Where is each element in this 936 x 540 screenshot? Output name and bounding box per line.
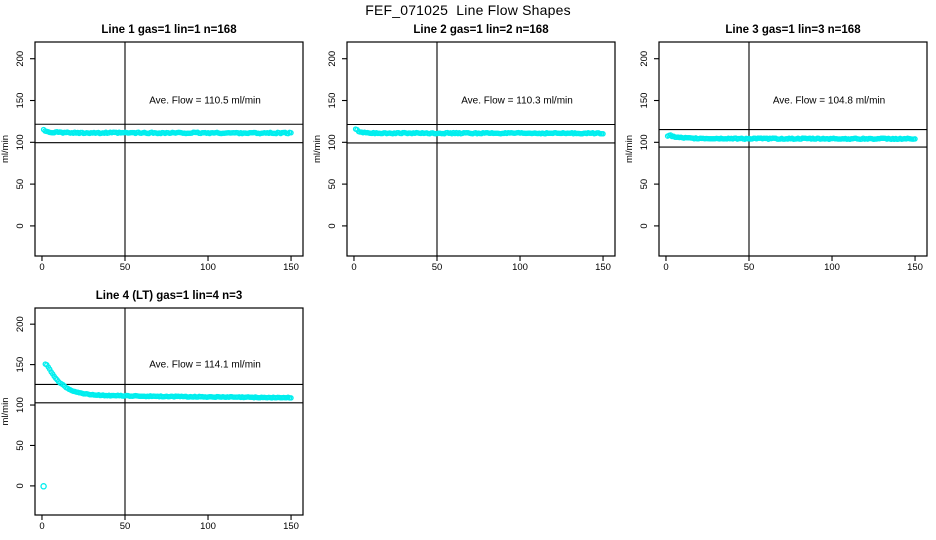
y-tick-label: 100 bbox=[15, 134, 26, 150]
main-title: FEF_071025 Line Flow Shapes bbox=[365, 2, 571, 18]
ave-flow-annotation: Ave. Flow = 114.1 ml/min bbox=[149, 360, 261, 371]
y-tick-label: 100 bbox=[639, 134, 650, 150]
y-tick-label: 150 bbox=[15, 357, 26, 373]
plot-border bbox=[658, 41, 928, 257]
x-tick-label: 150 bbox=[595, 262, 611, 273]
panel-4: Line 4 (LT) gas=1 lin=4 n=3 0 50 100 150 200 m… bbox=[0, 290, 304, 532]
x-tick-label: 0 bbox=[39, 521, 44, 532]
outlier-point bbox=[40, 483, 47, 490]
y-tick-label: 0 bbox=[639, 223, 650, 228]
plot-border bbox=[34, 307, 304, 516]
x-tick-label: 100 bbox=[200, 262, 216, 273]
x-tick-label: 0 bbox=[351, 262, 356, 273]
ave-flow-annotation: Ave. Flow = 110.5 ml/min bbox=[149, 96, 261, 107]
x-tick-label: 150 bbox=[283, 521, 299, 532]
x-tick-label: 100 bbox=[824, 262, 840, 273]
panel-1: Line 1 gas=1 lin=1 n=168 0 50 100 150 200 ml/m… bbox=[0, 24, 304, 273]
ave-flow-annotation: Ave. Flow = 104.8 ml/min bbox=[773, 96, 885, 107]
y-tick-label: 150 bbox=[639, 93, 650, 109]
x-tick-label: 0 bbox=[39, 262, 44, 273]
y-axis-label: ml/min bbox=[312, 135, 323, 163]
data-point bbox=[288, 130, 294, 136]
y-tick-label: 50 bbox=[327, 179, 338, 190]
x-tick-label: 50 bbox=[744, 262, 755, 273]
y-axis-label: ml/min bbox=[0, 398, 11, 426]
data-point bbox=[600, 131, 606, 137]
panel-3: Line 3 gas=1 lin=3 n=168 0 50 100 150 200 ml/m… bbox=[624, 24, 928, 273]
y-tick-label: 150 bbox=[15, 93, 26, 109]
data-points bbox=[40, 126, 294, 137]
data-point bbox=[288, 395, 294, 401]
y-axis: 0 50 100 150 200 ml/min bbox=[0, 51, 35, 229]
data-points bbox=[40, 361, 294, 490]
y-tick-label: 0 bbox=[15, 483, 26, 488]
panel-title: Line 4 (LT) gas=1 lin=4 n=3 bbox=[96, 290, 242, 302]
y-tick-label: 200 bbox=[327, 51, 338, 67]
panel-2: Line 2 gas=1 lin=2 n=168 0 50 100 150 200 ml/m… bbox=[312, 24, 616, 273]
x-axis: 0 50 100 150 bbox=[351, 256, 611, 273]
y-tick-label: 100 bbox=[15, 397, 26, 413]
x-tick-label: 50 bbox=[432, 262, 443, 273]
x-tick-label: 50 bbox=[120, 262, 131, 273]
data-points bbox=[352, 126, 606, 137]
y-tick-label: 100 bbox=[327, 134, 338, 150]
x-axis: 0 50 100 150 bbox=[39, 256, 299, 273]
y-axis-label: ml/min bbox=[0, 135, 11, 163]
y-tick-label: 50 bbox=[639, 179, 650, 190]
x-axis: 0 50 100 150 bbox=[39, 515, 299, 532]
panel-title: Line 1 gas=1 lin=1 n=168 bbox=[101, 24, 237, 36]
y-tick-label: 200 bbox=[15, 51, 26, 67]
plot-border bbox=[34, 41, 304, 257]
plot-border bbox=[346, 41, 616, 257]
x-tick-label: 100 bbox=[512, 262, 528, 273]
ave-flow-annotation: Ave. Flow = 110.3 ml/min bbox=[461, 96, 573, 107]
x-tick-label: 0 bbox=[663, 262, 668, 273]
x-tick-label: 150 bbox=[907, 262, 923, 273]
y-axis: 0 50 100 150 200 ml/min bbox=[312, 51, 347, 229]
y-tick-label: 0 bbox=[15, 223, 26, 228]
y-tick-label: 150 bbox=[327, 93, 338, 109]
x-tick-label: 100 bbox=[200, 521, 216, 532]
y-tick-label: 200 bbox=[639, 51, 650, 67]
y-tick-label: 50 bbox=[15, 440, 26, 451]
data-point bbox=[912, 136, 918, 142]
y-tick-label: 200 bbox=[15, 316, 26, 332]
x-tick-label: 50 bbox=[120, 521, 131, 532]
panel-title: Line 2 gas=1 lin=2 n=168 bbox=[413, 24, 549, 36]
y-axis-label: ml/min bbox=[624, 135, 635, 163]
data-points bbox=[664, 132, 918, 143]
y-tick-label: 0 bbox=[327, 223, 338, 228]
x-axis: 0 50 100 150 bbox=[663, 256, 923, 273]
y-axis: 0 50 100 150 200 ml/min bbox=[624, 51, 659, 229]
y-axis: 0 50 100 150 200 ml/min bbox=[0, 316, 35, 489]
x-tick-label: 150 bbox=[283, 262, 299, 273]
y-tick-label: 50 bbox=[15, 179, 26, 190]
panel-title: Line 3 gas=1 lin=3 n=168 bbox=[725, 24, 861, 36]
